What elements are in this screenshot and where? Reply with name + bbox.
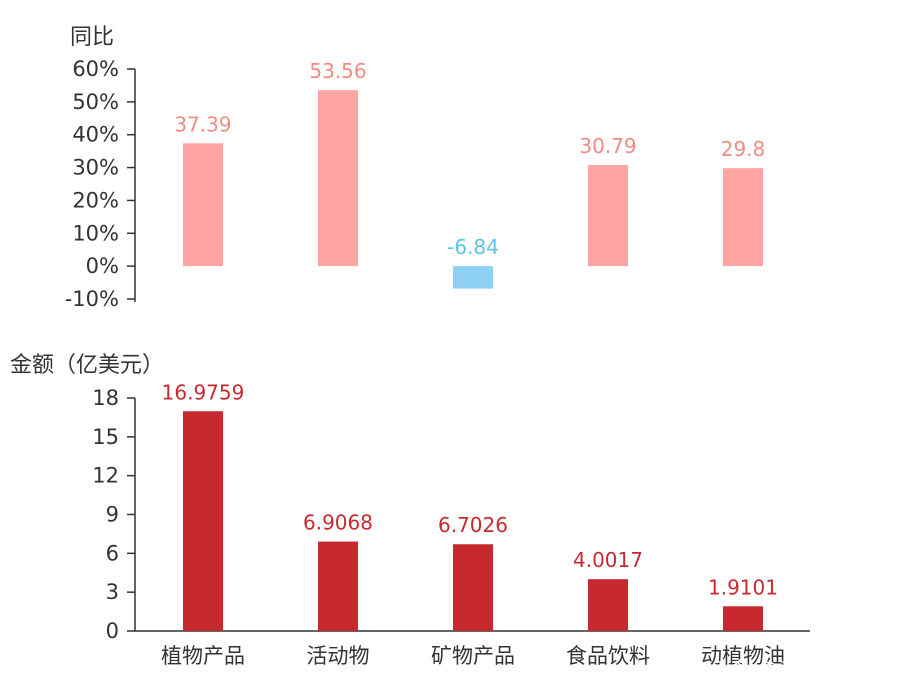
amount-chart: 金额（亿美元） 18 15 12 9 6 3 0 16.9759 6.9068 6.7026 4.…	[10, 353, 810, 668]
amount-bar	[183, 411, 223, 631]
yoy-tick-label: -10%	[65, 287, 119, 311]
amount-axis-title: 金额（亿美元）	[10, 353, 164, 378]
yoy-data-label: -6.84	[447, 235, 499, 259]
yoy-bar	[183, 143, 223, 267]
yoy-chart: 同比 60% 50% 40% 30% 20% 10% 0% -10% 37.39 53.56 -6…	[65, 25, 766, 311]
amount-tick-label: 6	[106, 541, 119, 565]
yoy-tick-label: 10%	[72, 221, 119, 245]
yoy-tick-label: 40%	[72, 123, 119, 147]
yoy-bar	[588, 164, 628, 267]
amount-category-label: 活动物	[307, 644, 370, 668]
amount-bar	[453, 544, 493, 631]
amount-bar	[723, 606, 763, 631]
amount-data-label: 16.9759	[162, 380, 245, 404]
yoy-tick-label: 20%	[72, 188, 119, 212]
yoy-data-label: 53.56	[309, 59, 366, 83]
amount-tick-label: 18	[92, 386, 119, 410]
amount-category-label: 动植物油	[701, 644, 785, 668]
yoy-tick-label: 50%	[72, 90, 119, 114]
yoy-data-labels: 37.39 53.56 -6.84 30.79 29.8	[174, 59, 765, 259]
amount-bar	[318, 541, 358, 631]
amount-tick-label: 12	[92, 464, 119, 488]
amount-data-labels: 16.9759 6.9068 6.7026 4.0017 1.9101	[162, 380, 778, 599]
amount-category-label: 植物产品	[161, 644, 245, 668]
amount-category-label: 食品饮料	[566, 644, 650, 668]
yoy-tick-label: 60%	[72, 57, 119, 81]
yoy-data-label: 29.8	[721, 137, 766, 161]
amount-data-label: 6.9068	[303, 511, 373, 535]
yoy-data-label: 30.79	[579, 134, 636, 158]
amount-tick-label: 9	[106, 503, 119, 527]
watermark-text: 头条 @瀚闻资讯	[712, 657, 858, 681]
yoy-tick-label: 0%	[86, 254, 119, 278]
yoy-bar	[318, 90, 358, 267]
amount-y-ticks: 18 15 12 9 6 3 0	[92, 386, 135, 643]
yoy-y-ticks: 60% 50% 40% 30% 20% 10% 0% -10%	[65, 57, 135, 311]
amount-data-label: 4.0017	[573, 548, 643, 572]
amount-bars	[183, 411, 763, 631]
yoy-bar	[723, 168, 763, 267]
amount-data-label: 6.7026	[438, 513, 508, 537]
amount-tick-label: 15	[92, 425, 119, 449]
yoy-data-label: 37.39	[174, 112, 231, 136]
amount-category-label: 矿物产品	[431, 644, 515, 668]
amount-bar	[588, 579, 628, 631]
yoy-bars	[183, 90, 763, 289]
amount-data-label: 1.9101	[708, 575, 778, 599]
yoy-tick-label: 30%	[72, 156, 119, 180]
amount-tick-label: 3	[106, 580, 119, 604]
amount-tick-label: 0	[106, 619, 119, 643]
yoy-bar	[453, 266, 493, 289]
amount-category-labels: 植物产品 活动物 矿物产品 食品饮料 动植物油	[161, 644, 785, 668]
yoy-axis-title: 同比	[70, 25, 114, 50]
